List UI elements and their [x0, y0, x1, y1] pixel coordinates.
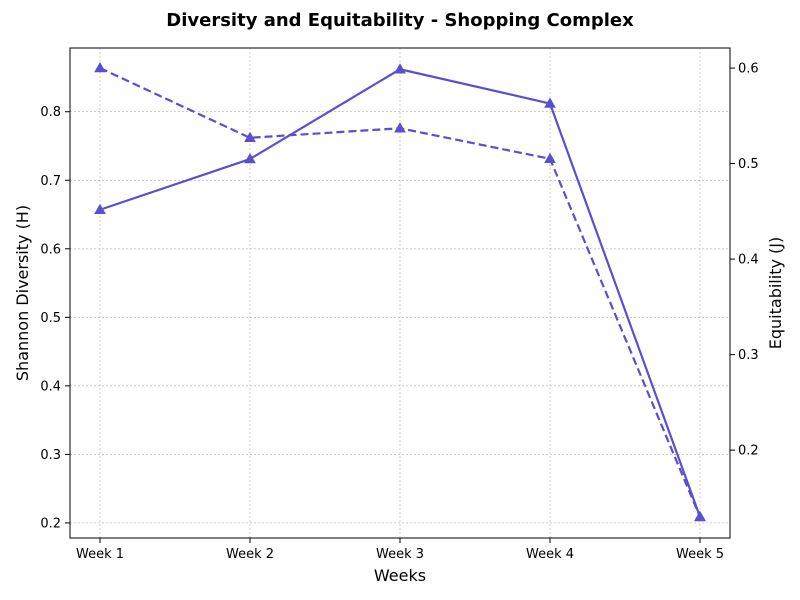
- y2-tick-label: 0.6: [738, 62, 759, 77]
- y-axis-right: 0.2 0.3 0.4 0.5 0.6: [730, 62, 759, 459]
- y2-tick-label: 0.4: [738, 253, 759, 268]
- y-tick-label: 0.2: [40, 516, 61, 531]
- series-layer: [94, 62, 706, 522]
- y2-tick-label: 0.2: [738, 444, 759, 459]
- y-tick-label: 0.4: [40, 379, 61, 394]
- x-axis-label: Weeks: [374, 566, 426, 585]
- series-1-point: [244, 153, 256, 164]
- y-axis-left: 0.2 0.3 0.4 0.5 0.6 0.7 0.8: [40, 105, 70, 531]
- x-tick-label: Week 1: [76, 547, 124, 562]
- y-tick-label: 0.6: [40, 242, 61, 257]
- x-tick-label: Week 2: [226, 547, 274, 562]
- y-axis-label-left: Shannon Diversity (H): [13, 205, 32, 381]
- series-2-point: [394, 122, 406, 133]
- series-1-point: [544, 97, 556, 108]
- series-1-point: [94, 203, 106, 214]
- x-tick-label: Week 4: [526, 547, 574, 562]
- series-2-point: [694, 510, 706, 522]
- grid: [70, 48, 730, 538]
- series-2-point: [244, 131, 256, 143]
- x-axis: Week 1 Week 2 Week 3 Week 4 Week 5: [76, 538, 724, 562]
- chart-title: Diversity and Equitability - Shopping Co…: [166, 10, 634, 31]
- series-2-point: [94, 62, 106, 73]
- y2-tick-label: 0.5: [738, 157, 759, 172]
- y-tick-label: 0.5: [40, 311, 61, 326]
- y-tick-label: 0.8: [40, 105, 61, 120]
- x-tick-label: Week 5: [676, 547, 724, 562]
- y2-tick-label: 0.3: [738, 348, 759, 363]
- series-1-point: [394, 63, 406, 74]
- y-tick-label: 0.7: [40, 174, 61, 189]
- x-tick-label: Week 3: [376, 547, 424, 562]
- y-tick-label: 0.3: [40, 448, 61, 463]
- y-axis-label-right: Equitability (J): [766, 237, 785, 349]
- series-2-point: [544, 152, 556, 164]
